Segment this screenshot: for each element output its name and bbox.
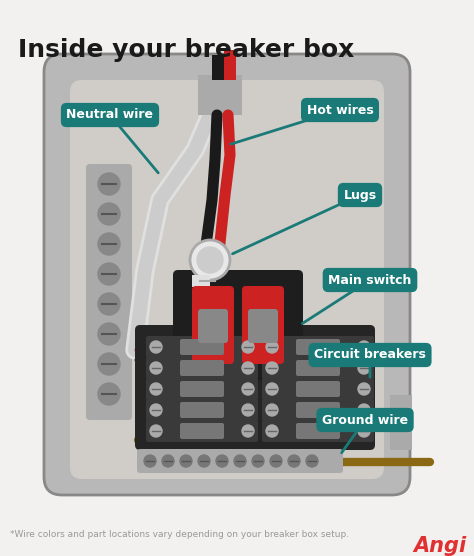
Circle shape xyxy=(98,203,120,225)
Circle shape xyxy=(266,383,278,395)
Circle shape xyxy=(150,383,162,395)
Circle shape xyxy=(190,240,230,280)
FancyBboxPatch shape xyxy=(146,420,258,442)
Bar xyxy=(212,55,224,80)
Text: Hot wires: Hot wires xyxy=(307,103,374,117)
Bar xyxy=(192,275,210,287)
FancyBboxPatch shape xyxy=(296,381,340,397)
Text: Neutral wire: Neutral wire xyxy=(66,108,154,122)
Circle shape xyxy=(288,455,300,467)
Bar xyxy=(390,395,412,450)
Circle shape xyxy=(150,404,162,416)
Circle shape xyxy=(198,455,210,467)
FancyBboxPatch shape xyxy=(248,309,278,343)
Circle shape xyxy=(358,425,370,437)
Circle shape xyxy=(162,455,174,467)
Circle shape xyxy=(358,404,370,416)
Circle shape xyxy=(266,425,278,437)
FancyBboxPatch shape xyxy=(135,325,375,450)
FancyBboxPatch shape xyxy=(192,286,234,364)
FancyBboxPatch shape xyxy=(262,420,374,442)
Circle shape xyxy=(242,362,254,374)
Circle shape xyxy=(98,293,120,315)
Circle shape xyxy=(98,323,120,345)
FancyBboxPatch shape xyxy=(146,357,258,379)
FancyBboxPatch shape xyxy=(296,339,340,355)
FancyBboxPatch shape xyxy=(262,378,374,400)
Text: *Wire colors and part locations vary depending on your breaker box setup.: *Wire colors and part locations vary dep… xyxy=(10,530,349,539)
Circle shape xyxy=(358,362,370,374)
Circle shape xyxy=(242,425,254,437)
Circle shape xyxy=(266,362,278,374)
Circle shape xyxy=(266,341,278,353)
FancyBboxPatch shape xyxy=(296,402,340,418)
FancyBboxPatch shape xyxy=(180,402,224,418)
Circle shape xyxy=(98,353,120,375)
FancyBboxPatch shape xyxy=(44,54,410,495)
Circle shape xyxy=(150,362,162,374)
FancyBboxPatch shape xyxy=(70,80,384,479)
Text: Main switch: Main switch xyxy=(328,274,412,286)
FancyBboxPatch shape xyxy=(242,286,284,364)
Circle shape xyxy=(216,455,228,467)
Circle shape xyxy=(242,404,254,416)
FancyBboxPatch shape xyxy=(146,378,258,400)
Circle shape xyxy=(150,341,162,353)
Circle shape xyxy=(252,455,264,467)
Text: Lugs: Lugs xyxy=(344,188,376,201)
FancyBboxPatch shape xyxy=(262,357,374,379)
FancyBboxPatch shape xyxy=(146,399,258,421)
FancyBboxPatch shape xyxy=(137,449,343,473)
Circle shape xyxy=(266,404,278,416)
Circle shape xyxy=(270,455,282,467)
Circle shape xyxy=(144,455,156,467)
Circle shape xyxy=(242,383,254,395)
Circle shape xyxy=(358,341,370,353)
FancyBboxPatch shape xyxy=(180,381,224,397)
FancyBboxPatch shape xyxy=(262,399,374,421)
Circle shape xyxy=(306,455,318,467)
FancyBboxPatch shape xyxy=(146,336,258,358)
Text: Inside your breaker box: Inside your breaker box xyxy=(18,38,354,62)
Circle shape xyxy=(150,425,162,437)
Circle shape xyxy=(358,383,370,395)
FancyBboxPatch shape xyxy=(262,336,374,358)
Circle shape xyxy=(197,247,223,273)
Text: Angi: Angi xyxy=(413,536,466,556)
Bar xyxy=(224,50,236,80)
Circle shape xyxy=(180,455,192,467)
FancyBboxPatch shape xyxy=(198,309,228,343)
Circle shape xyxy=(98,263,120,285)
Bar xyxy=(198,75,242,115)
FancyBboxPatch shape xyxy=(173,270,303,380)
FancyBboxPatch shape xyxy=(296,423,340,439)
Text: Ground wire: Ground wire xyxy=(322,414,408,426)
FancyBboxPatch shape xyxy=(86,164,132,420)
FancyBboxPatch shape xyxy=(180,423,224,439)
FancyBboxPatch shape xyxy=(180,339,224,355)
Circle shape xyxy=(234,455,246,467)
Circle shape xyxy=(242,341,254,353)
Circle shape xyxy=(98,233,120,255)
FancyBboxPatch shape xyxy=(180,360,224,376)
Circle shape xyxy=(98,383,120,405)
FancyBboxPatch shape xyxy=(296,360,340,376)
Text: Circuit breakers: Circuit breakers xyxy=(314,349,426,361)
Circle shape xyxy=(98,173,120,195)
